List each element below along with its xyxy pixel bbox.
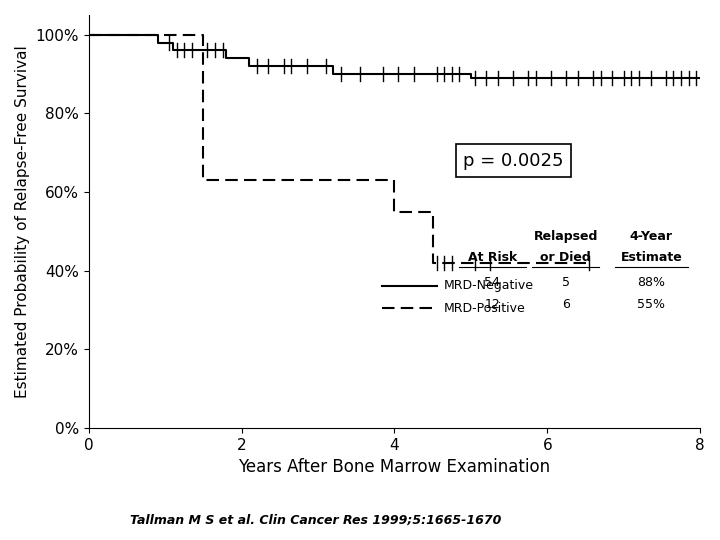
Text: Estimate: Estimate (621, 251, 682, 264)
Text: MRD-Negative: MRD-Negative (444, 279, 534, 292)
Text: Tallman M S et al. Clin Cancer Res 1999;5:1665-1670: Tallman M S et al. Clin Cancer Res 1999;… (130, 514, 501, 527)
Text: 54: 54 (485, 275, 500, 288)
Text: 55%: 55% (637, 298, 665, 312)
Text: 5: 5 (562, 275, 570, 288)
Text: 12: 12 (485, 298, 500, 312)
Text: or Died: or Died (540, 251, 591, 264)
Y-axis label: Estimated Probability of Relapse-Free Survival: Estimated Probability of Relapse-Free Su… (15, 45, 30, 398)
Text: At Risk: At Risk (468, 251, 517, 264)
Text: MRD-Positive: MRD-Positive (444, 302, 525, 315)
Text: Relapsed: Relapsed (534, 230, 598, 243)
Text: 88%: 88% (637, 275, 665, 288)
Text: 4-Year: 4-Year (630, 230, 672, 243)
Text: p = 0.0025: p = 0.0025 (463, 152, 564, 170)
Text: 6: 6 (562, 298, 570, 312)
X-axis label: Years After Bone Marrow Examination: Years After Bone Marrow Examination (238, 458, 551, 476)
